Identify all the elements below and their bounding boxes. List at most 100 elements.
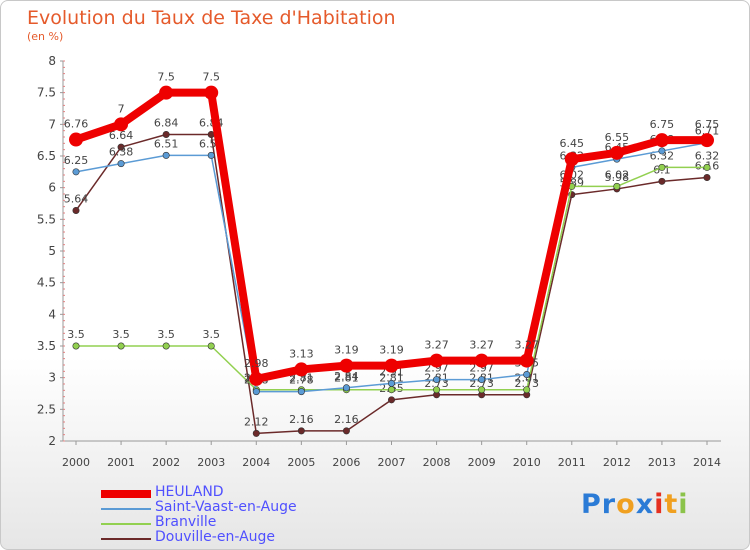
data-point [433, 376, 441, 384]
data-label: 2.81 [379, 372, 404, 385]
data-label: 6.55 [605, 131, 630, 144]
data-label: 6.45 [560, 137, 585, 150]
data-point [519, 353, 534, 368]
logo-letter: t [664, 489, 679, 520]
x-tick-label: 2002 [152, 456, 180, 469]
data-label: 6.84 [154, 116, 179, 129]
y-tick-label: 3 [48, 371, 56, 385]
data-point [114, 117, 129, 132]
x-tick-label: 2005 [287, 456, 315, 469]
data-label: 6.02 [605, 168, 630, 181]
x-tick-label: 2003 [197, 456, 225, 469]
x-tick-label: 2012 [603, 456, 631, 469]
data-point [297, 427, 305, 435]
legend-label: HEULAND [155, 484, 224, 500]
y-tick-label: 7 [48, 117, 56, 131]
series-heuland: 6.76 7 7.5 7.5 2.98 3.13 3.19 3.19 3.27 3.27 3.27 6… [64, 71, 720, 386]
data-point [429, 353, 444, 368]
data-point [387, 386, 395, 394]
data-point [609, 145, 624, 160]
y-tick-label: 2 [48, 434, 56, 448]
data-label: 6.71 [695, 125, 720, 138]
legend-label: Saint-Vaast-en-Auge [155, 499, 297, 515]
data-label: 2.84 [334, 370, 359, 383]
x-tick-label: 2007 [378, 456, 406, 469]
y-tick-label: 4.5 [37, 276, 56, 290]
data-label: 2.81 [334, 372, 359, 385]
data-point [387, 396, 395, 404]
data-point [613, 182, 621, 190]
data-point [523, 386, 531, 394]
x-tick-label: 2009 [468, 456, 496, 469]
data-point [117, 143, 125, 151]
logo-letter: o [616, 489, 636, 520]
data-point [72, 342, 80, 350]
data-point [564, 152, 579, 167]
data-label: 3.19 [379, 344, 404, 357]
data-label: 2.12 [244, 415, 269, 428]
data-point [433, 386, 441, 394]
data-point [658, 177, 666, 185]
x-tick-label: 2011 [558, 456, 586, 469]
data-label: 3.19 [334, 344, 359, 357]
data-point [339, 358, 354, 373]
data-point [523, 370, 531, 378]
y-tick-label: 4 [48, 307, 56, 321]
data-label: 3.5 [67, 328, 85, 341]
data-point [252, 388, 260, 396]
data-point [342, 384, 350, 392]
data-label: 6.76 [64, 118, 89, 131]
data-label: 3.27 [514, 339, 539, 352]
y-tick-label: 7.5 [37, 86, 56, 100]
data-point [72, 206, 80, 214]
data-point [703, 174, 711, 182]
y-tick-label: 2.5 [37, 402, 56, 416]
legend-swatch [101, 538, 151, 540]
data-label: 3.13 [289, 347, 314, 360]
legend-swatch [101, 508, 151, 510]
data-point [297, 388, 305, 396]
data-point [700, 133, 714, 148]
data-label: 3.5 [157, 328, 175, 341]
y-tick-label: 8 [48, 54, 56, 68]
data-point [703, 163, 711, 171]
data-label: 2.16 [334, 413, 359, 426]
x-tick-label: 2000 [62, 456, 90, 469]
y-tick-label: 5 [48, 244, 56, 258]
x-tick-label: 2001 [107, 456, 135, 469]
data-label: 2.73 [514, 377, 539, 390]
data-label: 7.5 [157, 71, 175, 84]
data-point [658, 147, 666, 155]
data-label: 7.5 [202, 71, 220, 84]
data-point [654, 133, 669, 148]
data-point [387, 379, 395, 387]
data-point [162, 342, 170, 350]
logo-letter: i [654, 489, 665, 520]
data-point [72, 168, 80, 176]
data-label: 2.16 [289, 413, 314, 426]
data-label: 6.64 [109, 129, 134, 142]
data-label: 5.98 [605, 171, 630, 184]
data-label: 2.97 [469, 362, 494, 375]
x-tick-label: 2013 [648, 456, 676, 469]
y-tick-label: 6.5 [37, 149, 56, 163]
x-tick-label: 2014 [693, 456, 721, 469]
logo-letter: x [635, 489, 655, 520]
y-tick-label: 3.5 [37, 339, 56, 353]
x-tick-label: 2006 [332, 456, 360, 469]
logo-letter: r [601, 489, 617, 520]
data-label: 2.98 [244, 357, 269, 370]
chart-title: Evolution du Taux de Taxe d'Habitation [27, 7, 396, 29]
data-label: 5.64 [64, 192, 89, 205]
legend-label: Douville-en-Auge [155, 529, 276, 545]
data-point [474, 353, 489, 368]
data-label: 3.5 [112, 328, 130, 341]
data-label: 6.75 [695, 118, 720, 131]
data-label: 6.51 [154, 137, 179, 150]
data-label: 3.27 [469, 339, 494, 352]
y-tick-label: 6 [48, 181, 56, 195]
data-point [342, 427, 350, 435]
data-label: 6.32 [695, 149, 720, 162]
data-point [162, 151, 170, 159]
